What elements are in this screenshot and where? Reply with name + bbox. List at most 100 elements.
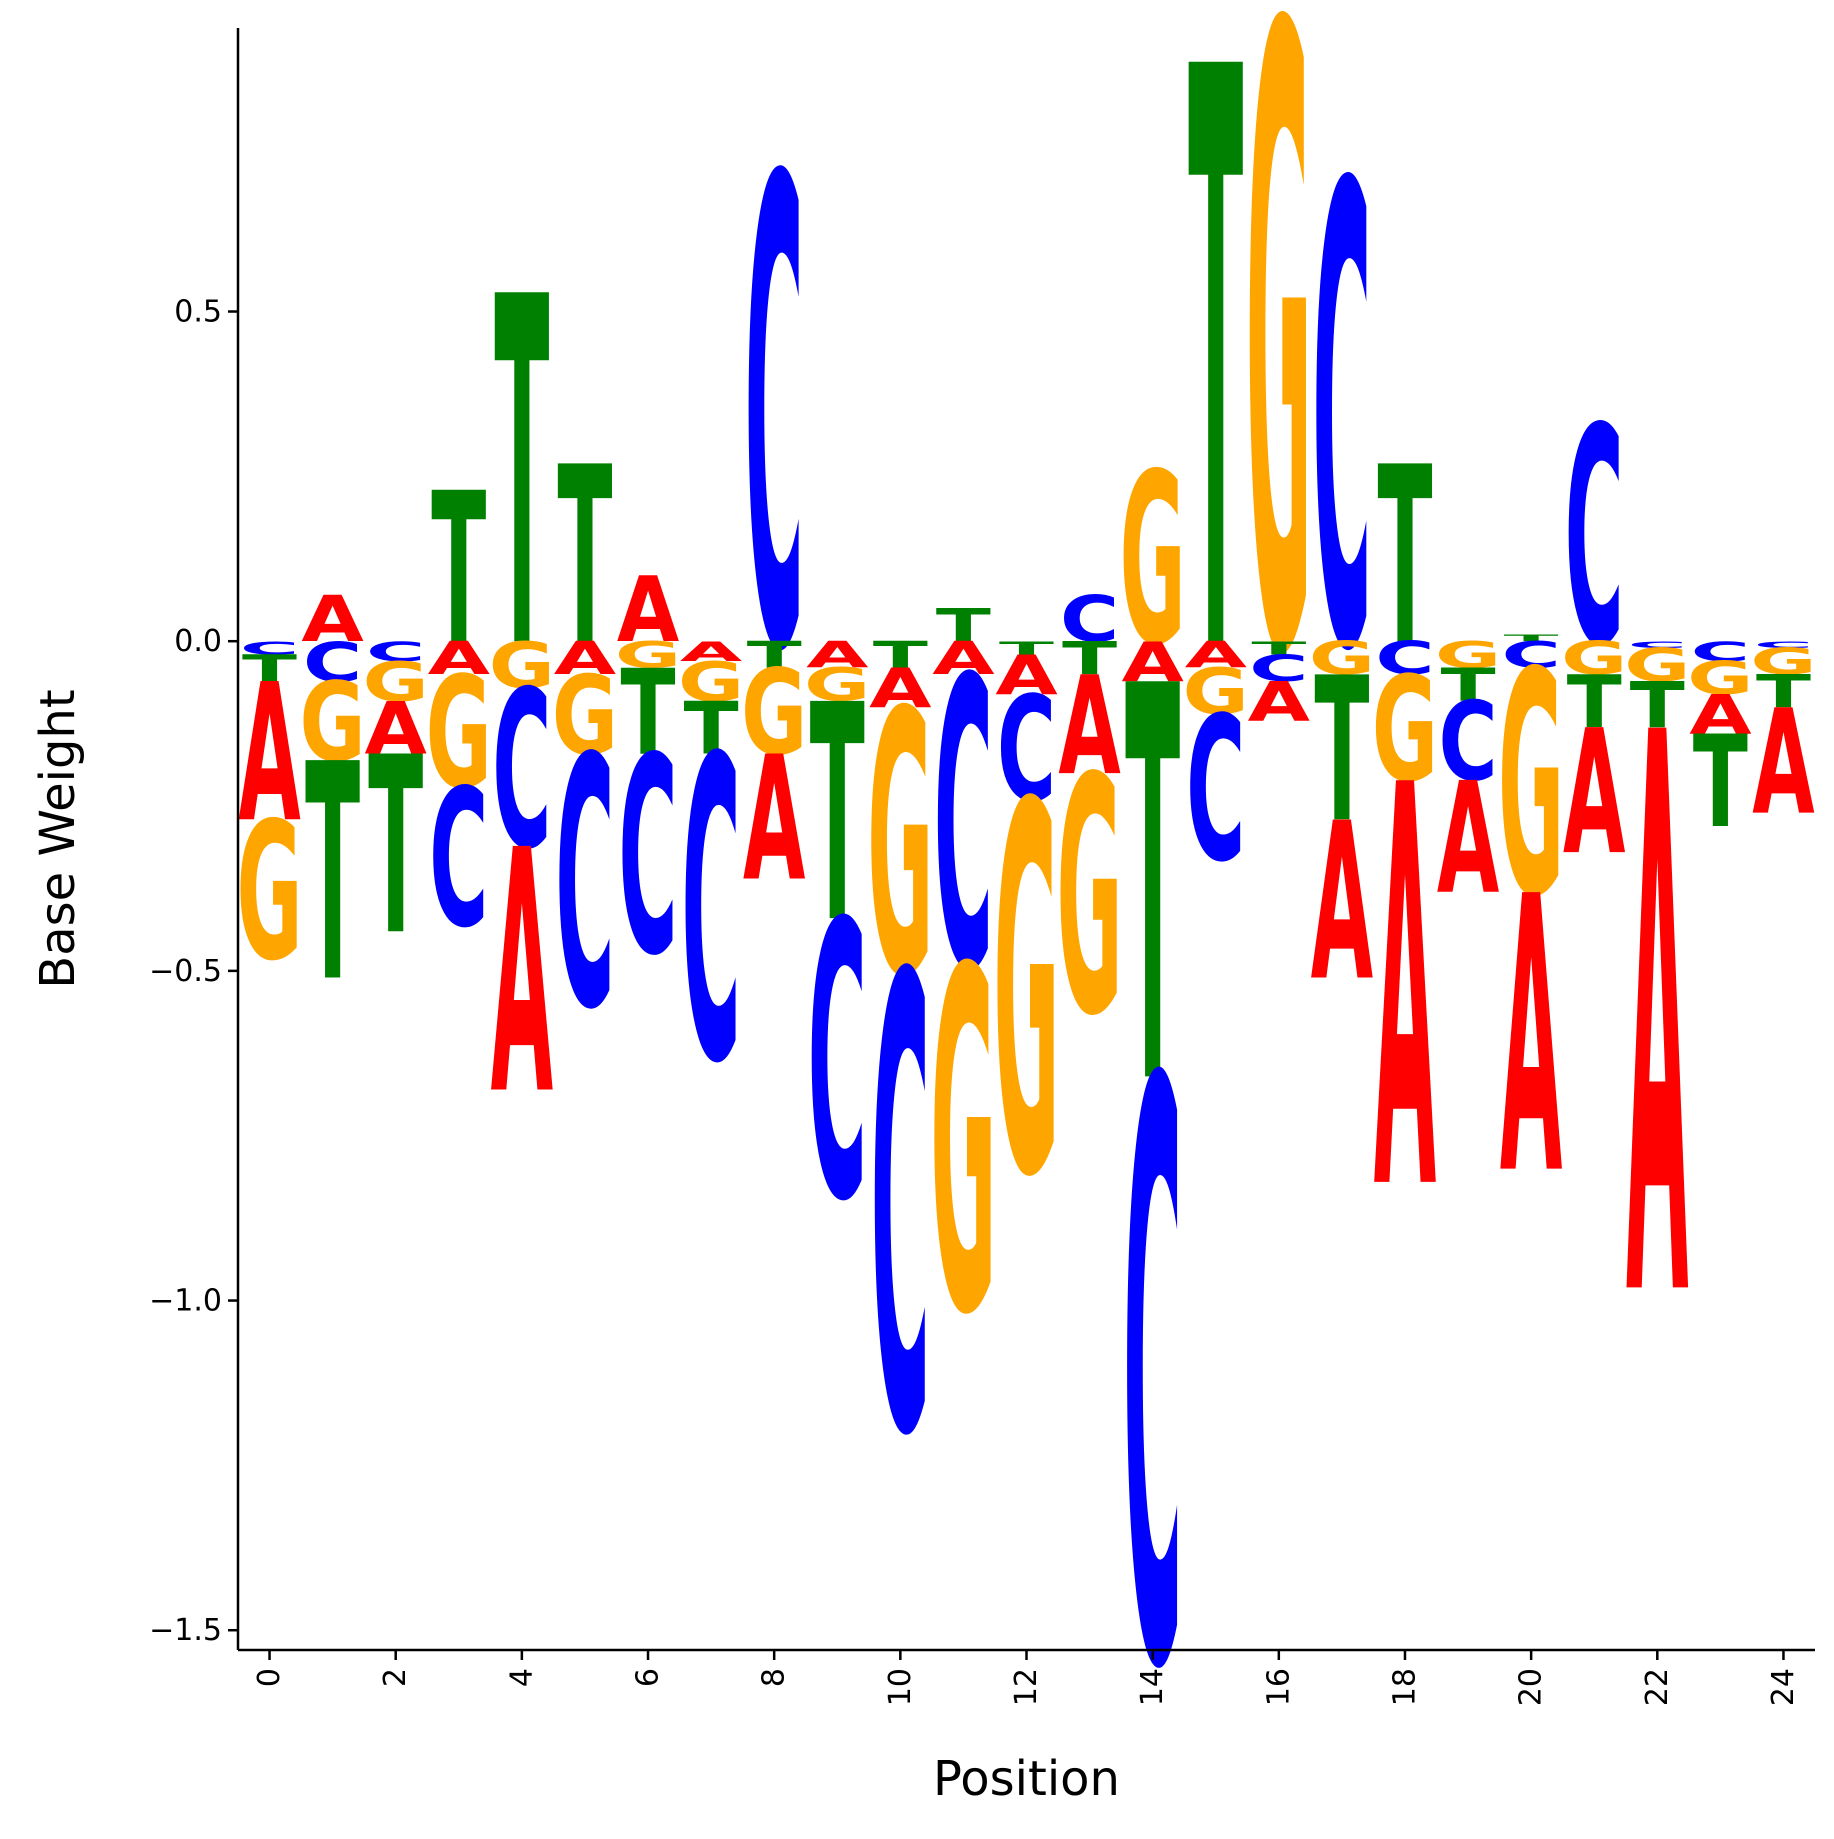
logo-letter-c-pos-3: C bbox=[429, 750, 488, 970]
logo-letter-c-pos-7: C bbox=[682, 671, 741, 1156]
logo-letter-a-pos-24: A bbox=[1752, 678, 1814, 847]
logo-letter-c-pos-24: C bbox=[1754, 639, 1813, 650]
logo-letter-c-pos-6: C bbox=[618, 700, 677, 1016]
logo-letter-c-pos-17: C bbox=[1312, 56, 1371, 791]
logo-letter-c-pos-0: C bbox=[240, 638, 299, 659]
logo-letter-c-pos-8: C bbox=[745, 46, 804, 792]
logo-letter-g-pos-23: G bbox=[1687, 652, 1753, 705]
logo-letter-c-pos-14: C bbox=[1123, 921, 1182, 1834]
logo-letter-g-pos-3: G bbox=[426, 644, 492, 823]
logo-letter-c-pos-10: C bbox=[871, 848, 930, 1573]
logo-letter-g-pos-12: G bbox=[993, 701, 1059, 1289]
x-tick-label: 14 bbox=[1135, 1668, 1170, 1706]
logo-letter-a-pos-14: A bbox=[1121, 631, 1183, 694]
x-tick-label: 0 bbox=[252, 1668, 287, 1687]
logo-letter-c-pos-1: C bbox=[303, 631, 362, 694]
logo-letter-g-pos-16: G bbox=[1246, 0, 1312, 843]
logo-letter-a-pos-16: A bbox=[1248, 671, 1310, 734]
x-tick-label: 10 bbox=[883, 1668, 918, 1706]
logo-letter-c-pos-20: C bbox=[1502, 634, 1561, 676]
logo-letter-g-pos-15: G bbox=[1183, 656, 1249, 729]
logo-letter-a-pos-11: A bbox=[932, 633, 995, 686]
logo-letter-t-pos-15: T bbox=[1188, 0, 1243, 830]
logo-letter-t-pos-21: T bbox=[1567, 661, 1622, 745]
logo-letter-t-pos-20: T bbox=[1504, 633, 1559, 644]
logo-letter-c-pos-4: C bbox=[492, 644, 551, 897]
logo-letter-c-pos-21: C bbox=[1565, 365, 1624, 712]
logo-letter-c-pos-9: C bbox=[808, 842, 867, 1285]
logo-letter-a-pos-5: A bbox=[554, 633, 617, 686]
x-tick-label: 4 bbox=[504, 1668, 539, 1687]
logo-letter-a-pos-13: A bbox=[1058, 649, 1120, 806]
logo-letter-t-pos-11: T bbox=[936, 600, 992, 653]
x-tick-label: 24 bbox=[1766, 1668, 1801, 1706]
logo-letter-g-pos-0: G bbox=[236, 783, 302, 1003]
logo-letter-g-pos-17: G bbox=[1309, 633, 1375, 686]
logo-letter-g-pos-5: G bbox=[552, 652, 618, 779]
logo-letter-t-pos-14: T bbox=[1125, 574, 1180, 1205]
logo-letter-c-pos-15: C bbox=[1186, 674, 1245, 906]
logo-letter-a-pos-15: A bbox=[1185, 634, 1248, 676]
logo-letter-t-pos-23: T bbox=[1693, 710, 1748, 857]
logo-letter-a-pos-9: A bbox=[806, 634, 869, 676]
logo-letter-t-pos-8: T bbox=[747, 634, 802, 676]
logo-letter-g-pos-24: G bbox=[1750, 641, 1816, 683]
logo-letter-t-pos-9: T bbox=[810, 642, 865, 989]
logo-letter-a-pos-1: A bbox=[301, 584, 363, 657]
logo-letter-g-pos-2: G bbox=[363, 651, 429, 714]
logo-letter-t-pos-17: T bbox=[1314, 634, 1369, 866]
logo-letter-g-pos-14: G bbox=[1120, 425, 1186, 698]
logo-letter-g-pos-8: G bbox=[741, 645, 807, 781]
logo-letter-t-pos-24: T bbox=[1756, 666, 1812, 719]
logo-letter-t-pos-0: T bbox=[242, 647, 297, 689]
logo-letter-t-pos-18: T bbox=[1377, 414, 1432, 699]
logo-letter-a-pos-7: A bbox=[680, 636, 743, 668]
logo-letter-a-pos-20: A bbox=[1500, 816, 1563, 1259]
y-tick-label: −0.5 bbox=[149, 954, 222, 989]
x-axis-title: Position bbox=[933, 1751, 1120, 1807]
logo-letter-t-pos-4: T bbox=[494, 196, 549, 754]
x-tick-label: 22 bbox=[1640, 1668, 1675, 1706]
logo-letter-g-pos-22: G bbox=[1624, 639, 1690, 692]
logo-letter-a-pos-2: A bbox=[365, 687, 427, 771]
logo-letter-g-pos-19: G bbox=[1435, 634, 1501, 676]
logo-letter-a-pos-18: A bbox=[1374, 671, 1437, 1312]
y-ticks: 0.5 0.0 −0.5 −1.0 −1.5 bbox=[149, 295, 238, 1648]
logo-letter-t-pos-10: T bbox=[873, 634, 928, 676]
logo-letter-t-pos-16: T bbox=[1251, 638, 1306, 659]
logo-letter-t-pos-2: T bbox=[368, 704, 423, 989]
logo-letter-g-pos-13: G bbox=[1056, 708, 1122, 1087]
logo-letter-c-pos-18: C bbox=[1375, 633, 1434, 686]
logo-letter-c-pos-19: C bbox=[1438, 679, 1497, 806]
y-axis-title: Base Weight bbox=[30, 689, 86, 988]
logo-letter-g-pos-20: G bbox=[1498, 607, 1564, 964]
logo-letter-a-pos-22: A bbox=[1626, 574, 1689, 1469]
letters-layer: CTAGACGTCGATTAGCTGCATAGCAGTCAGTCCTGAAGTC… bbox=[236, 0, 1816, 1839]
logo-letter-c-pos-5: C bbox=[555, 686, 614, 1085]
logo-letter-t-pos-6: T bbox=[621, 645, 676, 781]
x-tick-label: 18 bbox=[1387, 1668, 1422, 1706]
logo-letter-c-pos-11: C bbox=[934, 596, 993, 1059]
logo-letter-c-pos-13: C bbox=[1060, 584, 1119, 657]
y-tick-label: 0.0 bbox=[174, 624, 222, 659]
x-tick-label: 20 bbox=[1514, 1668, 1549, 1706]
x-tick-label: 12 bbox=[1009, 1668, 1044, 1706]
logo-letter-c-pos-23: C bbox=[1691, 636, 1750, 668]
logo-letter-t-pos-22: T bbox=[1630, 669, 1686, 742]
logo-letter-a-pos-4: A bbox=[491, 780, 553, 1169]
logo-letter-a-pos-21: A bbox=[1563, 693, 1626, 893]
logo-letter-t-pos-3: T bbox=[431, 450, 486, 691]
y-tick-label: −1.5 bbox=[149, 1613, 222, 1648]
x-tick-label: 16 bbox=[1261, 1668, 1296, 1706]
logo-letter-g-pos-7: G bbox=[678, 651, 744, 714]
logo-letter-a-pos-17: A bbox=[1311, 776, 1373, 1029]
y-tick-label: −1.0 bbox=[149, 1284, 222, 1319]
x-ticks: 0 2 4 6 8 10 12 14 16 18 20 22 24 bbox=[252, 1650, 1801, 1706]
logo-letter-c-pos-22: C bbox=[1628, 639, 1687, 650]
x-tick-label: 2 bbox=[378, 1668, 413, 1687]
logo-letter-g-pos-1: G bbox=[300, 659, 366, 786]
logo-letter-c-pos-16: C bbox=[1249, 647, 1308, 689]
logo-letter-t-pos-19: T bbox=[1441, 659, 1497, 712]
